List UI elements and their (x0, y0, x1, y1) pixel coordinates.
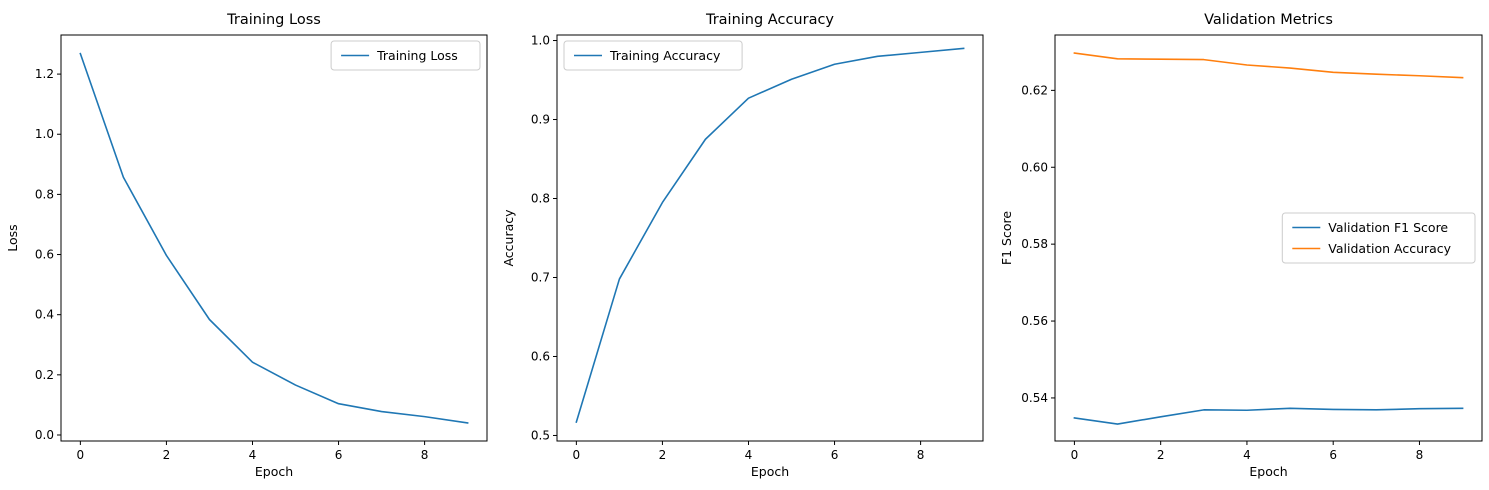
y-axis-label: F1 Score (999, 211, 1014, 265)
x-tick-label: 6 (1329, 448, 1337, 462)
x-tick-label: 6 (831, 448, 839, 462)
axes-frame (1054, 34, 1483, 442)
legend-label: Validation F1 Score (1328, 220, 1448, 235)
x-axis-label: Epoch (255, 464, 293, 479)
y-tick-label: 1.0 (35, 127, 54, 141)
legend-label: Training Loss (376, 48, 458, 63)
y-tick-label: 0.8 (35, 187, 54, 201)
chart-title: Validation Metrics (1204, 12, 1333, 28)
y-tick-label: 0.2 (35, 368, 54, 382)
x-tick-label: 8 (1416, 448, 1424, 462)
y-axis-label: Loss (5, 224, 20, 251)
chart-panel-1: Training Loss 0 2 4 6 8 0.0 0.2 0.4 0.6 0.8 1.0 1.2 E… (5, 12, 488, 479)
y-tick-label: 0.58 (1021, 237, 1048, 251)
x-tick-label: 8 (421, 448, 429, 462)
y-tick-label: 0.60 (1021, 160, 1048, 174)
chart-panel-3: Validation Metrics 0 2 4 6 8 0.54 0.56 0.58 0.60 0… (999, 12, 1483, 479)
y-tick-label: 0.62 (1021, 83, 1048, 97)
x-tick-label: 0 (77, 448, 85, 462)
x-tick-label: 2 (1157, 448, 1165, 462)
y-tick-label: 0.7 (531, 270, 550, 284)
x-tick-label: 4 (1243, 448, 1251, 462)
chart-title: Training Accuracy (705, 12, 834, 28)
y-tick-label: 0.6 (35, 248, 54, 262)
x-axis-label: Epoch (1249, 464, 1287, 479)
legend-box (1281, 212, 1476, 264)
series-line-validation-accuracy (1073, 52, 1464, 79)
y-tick-label: 0.54 (1021, 391, 1048, 405)
y-tick-label: 0.0 (35, 428, 54, 442)
x-tick-label: 8 (917, 448, 925, 462)
y-tick-label: 0.9 (531, 113, 550, 127)
x-tick-label: 0 (573, 448, 581, 462)
legend-label: Training Accuracy (609, 48, 721, 63)
x-tick-label: 2 (163, 448, 171, 462)
x-tick-label: 2 (659, 448, 667, 462)
legend: Training Accuracy (563, 40, 743, 71)
y-tick-label: 0.6 (531, 349, 550, 363)
y-tick-label: 0.4 (35, 308, 54, 322)
y-tick-label: 1.0 (531, 34, 550, 48)
x-tick-label: 4 (249, 448, 257, 462)
x-tick-label: 6 (335, 448, 343, 462)
legend-box (563, 40, 743, 71)
legend: Training Loss (330, 40, 481, 71)
y-tick-label: 0.56 (1021, 314, 1048, 328)
legend: Validation F1 Score Validation Accuracy (1281, 212, 1476, 264)
y-axis-label: Accuracy (501, 209, 516, 267)
series-line-training-loss (79, 52, 469, 424)
axes-frame (60, 34, 488, 442)
legend-box (330, 40, 481, 71)
y-tick-label: 0.8 (531, 192, 550, 206)
x-tick-label: 4 (745, 448, 753, 462)
axes-frame (556, 34, 984, 442)
x-axis-label: Epoch (751, 464, 789, 479)
chart-panel-2: Training Accuracy 0 2 4 6 8 0.5 0.6 0.7 0.8 0.9 1.0… (501, 12, 984, 479)
series-line-validation-f1-score (1073, 407, 1464, 425)
chart-title: Training Loss (226, 12, 321, 28)
x-tick-label: 0 (1071, 448, 1079, 462)
y-tick-label: 0.5 (531, 428, 550, 442)
series-line-training-accuracy (575, 47, 965, 424)
y-tick-label: 1.2 (35, 67, 54, 81)
legend-label: Validation Accuracy (1328, 241, 1451, 256)
